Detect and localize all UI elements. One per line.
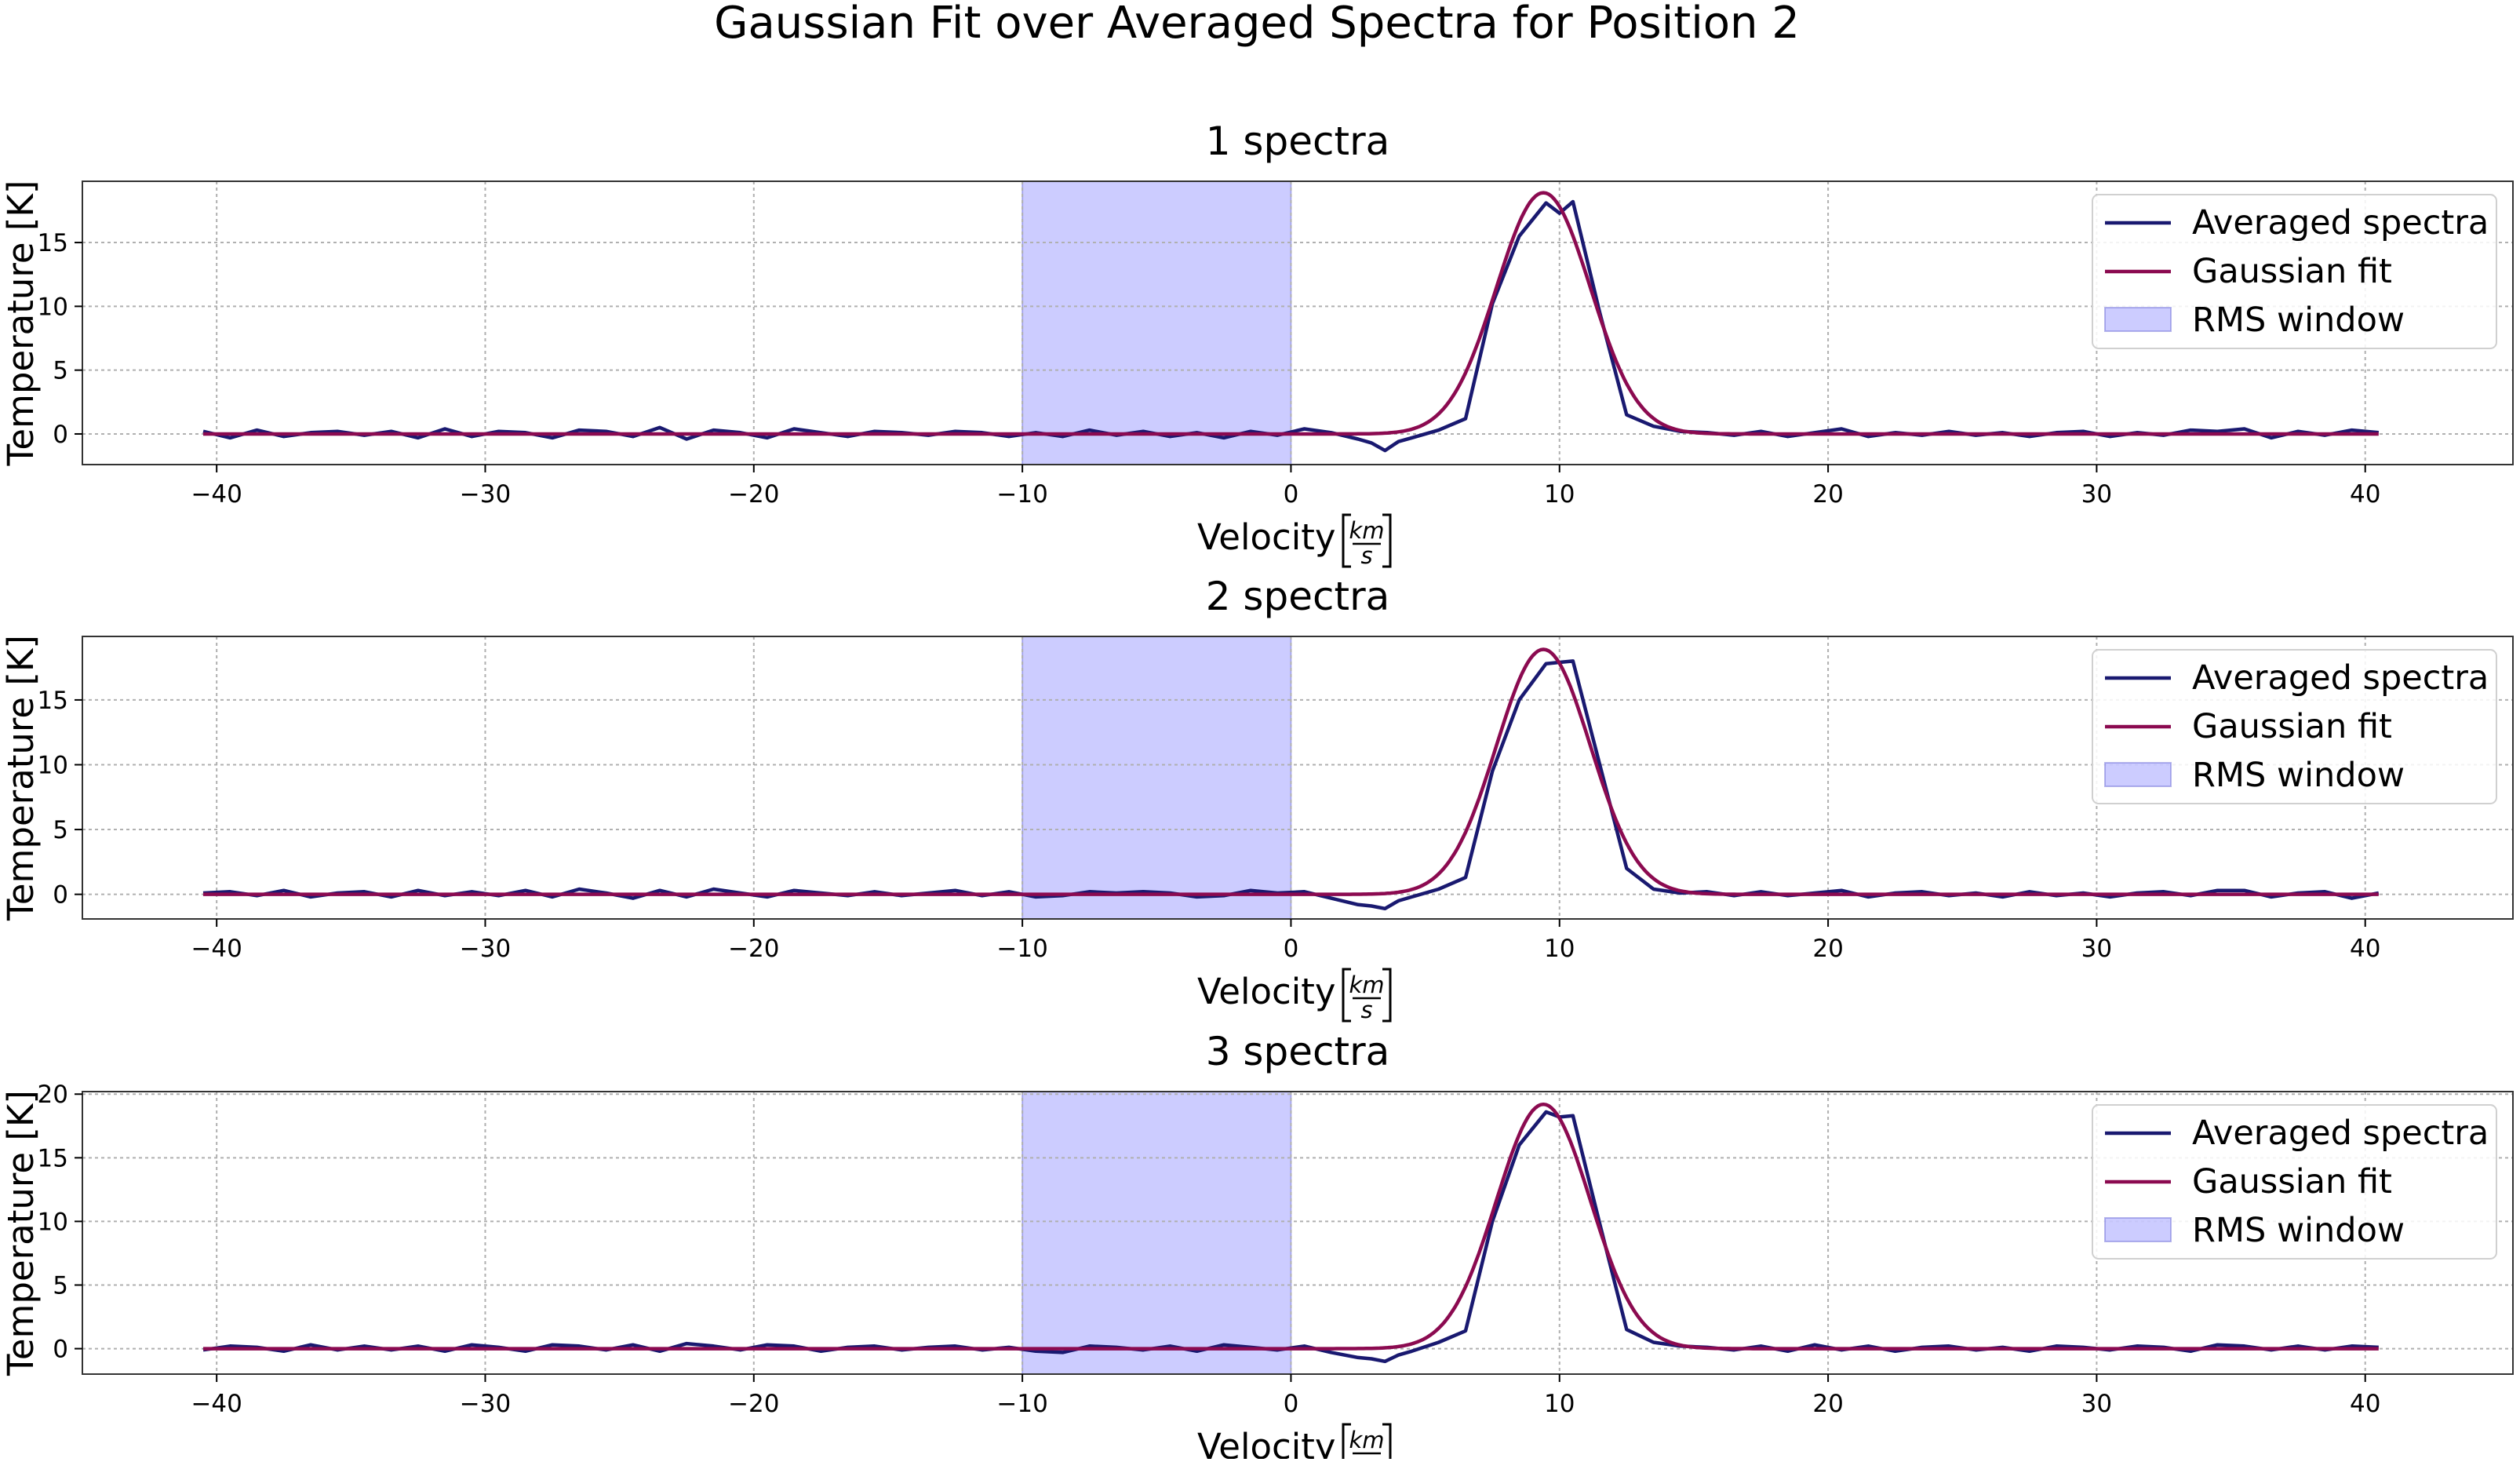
legend-label: RMS window: [2192, 1211, 2405, 1250]
unit-bracket-right: [1382, 513, 1392, 568]
x-unit-numerator: km: [1349, 517, 1384, 544]
unit-bracket-right: [1382, 1423, 1392, 1462]
legend-box: [2092, 1104, 2497, 1260]
x-tick-label: −40: [191, 480, 242, 509]
legend-label: Gaussian fit: [2192, 707, 2392, 746]
y-tick-label: 10: [38, 751, 68, 779]
gaussian-fit-line: [203, 647, 2379, 896]
legend: Averaged spectra Gaussian fit RMS window: [2092, 1104, 2497, 1260]
x-tick-label: 10: [1544, 1390, 1575, 1418]
x-tick-label: 40: [2350, 1390, 2380, 1418]
subplot-title: 1 spectra: [1206, 118, 1390, 164]
x-tick-label: 30: [2081, 935, 2112, 963]
subplot-1: −40 −30 −20 −10 0 10 20 30 40 0 5 10 15 1 spectra Temp…: [0, 118, 2514, 569]
legend-rms-swatch: [2104, 307, 2172, 332]
x-tick-label: −20: [728, 480, 779, 509]
x-tick-label: −30: [460, 1390, 511, 1418]
x-tick-label: −10: [996, 480, 1047, 509]
gaussian-fit-line: [203, 1102, 2379, 1351]
y-tick-label: 20: [38, 1081, 68, 1109]
axes-frame: [82, 636, 2514, 920]
y-tick-label: 15: [38, 687, 68, 715]
rms-window-band: [1021, 636, 1292, 920]
y-tick-label: 5: [53, 816, 68, 844]
rms-window-band: [1021, 180, 1292, 465]
x-tick-label: −30: [460, 480, 511, 509]
x-unit-numerator: km: [1349, 1427, 1384, 1453]
y-axis-label: Temperature [K]: [0, 1090, 42, 1376]
legend-box: [2092, 194, 2497, 349]
legend-label: RMS window: [2192, 301, 2405, 340]
legend: Averaged spectra Gaussian fit RMS window: [2092, 194, 2497, 349]
x-tick-label: −40: [191, 935, 242, 963]
x-tick-label: −30: [460, 935, 511, 963]
x-axis-label: Velocity: [1197, 971, 1336, 1012]
x-tick-label: 20: [1812, 935, 1843, 963]
legend-label: Gaussian fit: [2192, 1162, 2392, 1201]
legend-label: Gaussian fit: [2192, 252, 2392, 291]
y-axis-label: Temperature [K]: [0, 180, 42, 467]
y-tick-label: 10: [38, 1208, 68, 1236]
y-tick-label: 10: [38, 293, 68, 321]
x-tick-label: 10: [1544, 480, 1575, 509]
averaged-spectra-line: [202, 659, 2380, 911]
x-unit-denominator: s: [1360, 542, 1372, 569]
subplot-title: 3 spectra: [1206, 1029, 1390, 1074]
subplot-2: −40 −30 −20 −10 0 10 20 30 40 0 5 10 15 2 spectra Temp…: [0, 574, 2514, 1023]
x-tick-label: 40: [2350, 480, 2380, 509]
y-tick-label: 5: [53, 1271, 68, 1300]
legend-rms-swatch: [2104, 762, 2172, 787]
x-tick-label: 30: [2081, 480, 2112, 509]
x-tick-label: 10: [1544, 935, 1575, 963]
x-tick-label: 20: [1812, 480, 1843, 509]
legend-label: Averaged spectra: [2192, 1114, 2489, 1153]
y-tick-label: 0: [53, 421, 68, 449]
subplot-title: 2 spectra: [1206, 574, 1390, 619]
x-unit-denominator: s: [1360, 997, 1372, 1023]
x-unit-denominator: s: [1360, 1452, 1372, 1459]
x-tick-label: 0: [1284, 1390, 1299, 1418]
figure-suptitle: Gaussian Fit over Averaged Spectra for P…: [714, 0, 1800, 49]
axes-frame: [82, 1091, 2514, 1375]
subplot-3: −40 −30 −20 −10 0 10 20 30 40 0 5 10 15 20 3 spectra Te…: [0, 1029, 2514, 1462]
y-tick-label: 0: [53, 1336, 68, 1364]
unit-bracket-left: [1342, 1423, 1351, 1462]
x-axis-label: Velocity: [1197, 516, 1336, 558]
x-tick-label: 40: [2350, 935, 2380, 963]
x-tick-label: −10: [996, 935, 1047, 963]
x-unit-numerator: km: [1349, 972, 1384, 998]
y-tick-label: 15: [38, 1144, 68, 1172]
x-tick-label: −20: [728, 935, 779, 963]
x-tick-label: −10: [996, 1390, 1047, 1418]
legend-rms-swatch: [2104, 1217, 2172, 1242]
rms-window-band: [1021, 1091, 1292, 1375]
unit-bracket-right: [1382, 968, 1392, 1023]
x-tick-label: −20: [728, 1390, 779, 1418]
legend-box: [2092, 649, 2497, 804]
x-tick-label: 0: [1284, 480, 1299, 509]
legend: Averaged spectra Gaussian fit RMS window: [2092, 649, 2497, 804]
x-tick-label: −40: [191, 1390, 242, 1418]
x-tick-label: 20: [1812, 1390, 1843, 1418]
x-tick-label: 0: [1284, 935, 1299, 963]
x-axis-label: Velocity: [1197, 1426, 1336, 1459]
y-tick-label: 5: [53, 357, 68, 385]
unit-bracket-left: [1342, 513, 1351, 568]
x-tick-label: 30: [2081, 1390, 2112, 1418]
unit-bracket-left: [1342, 968, 1351, 1023]
legend-label: Averaged spectra: [2192, 658, 2489, 698]
y-tick-label: 15: [38, 229, 68, 257]
y-axis-label: Temperature [K]: [0, 635, 42, 921]
axes-frame: [82, 180, 2514, 465]
gaussian-fit-line: [203, 191, 2379, 436]
legend-label: RMS window: [2192, 756, 2405, 795]
y-tick-label: 0: [53, 881, 68, 910]
legend-label: Averaged spectra: [2192, 203, 2489, 242]
